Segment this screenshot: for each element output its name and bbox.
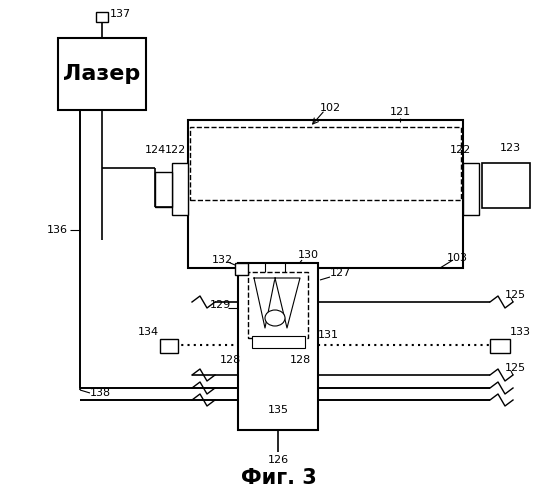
Text: 121: 121 bbox=[389, 107, 411, 117]
Text: 135: 135 bbox=[267, 405, 288, 415]
Text: 102: 102 bbox=[319, 103, 340, 113]
Text: 138: 138 bbox=[89, 388, 110, 398]
Text: 134: 134 bbox=[137, 327, 158, 337]
Text: 122: 122 bbox=[165, 145, 186, 155]
Text: 124: 124 bbox=[145, 145, 166, 155]
Bar bbox=[188, 120, 463, 268]
Bar bbox=[252, 336, 305, 348]
Bar bbox=[482, 163, 530, 208]
Text: 123: 123 bbox=[499, 143, 521, 153]
Text: 130: 130 bbox=[297, 250, 319, 260]
Text: 125: 125 bbox=[504, 290, 526, 300]
Text: 122: 122 bbox=[449, 145, 470, 155]
Text: 103: 103 bbox=[446, 253, 468, 263]
Polygon shape bbox=[275, 278, 300, 328]
Bar bbox=[160, 339, 178, 353]
Bar bbox=[248, 272, 308, 338]
Bar bbox=[190, 127, 461, 200]
Text: Фиг. 3: Фиг. 3 bbox=[241, 468, 317, 488]
Text: 126: 126 bbox=[267, 455, 288, 465]
Bar bbox=[463, 163, 479, 215]
Text: 128: 128 bbox=[219, 355, 240, 365]
Text: 137: 137 bbox=[109, 9, 131, 19]
Ellipse shape bbox=[265, 310, 285, 326]
Text: 136: 136 bbox=[47, 225, 68, 235]
Text: 133: 133 bbox=[509, 327, 531, 337]
Text: 127: 127 bbox=[329, 268, 350, 278]
Text: 129: 129 bbox=[209, 300, 230, 310]
Bar bbox=[238, 263, 318, 430]
Bar bbox=[155, 172, 172, 207]
Polygon shape bbox=[254, 278, 275, 328]
Bar bbox=[58, 38, 146, 110]
Text: 125: 125 bbox=[504, 363, 526, 373]
Text: Лазер: Лазер bbox=[64, 64, 141, 84]
Text: 128: 128 bbox=[290, 355, 311, 365]
Bar bbox=[490, 339, 510, 353]
Text: 132: 132 bbox=[211, 255, 233, 265]
Bar bbox=[172, 163, 188, 215]
Bar bbox=[96, 12, 108, 22]
Bar bbox=[235, 263, 248, 275]
Text: 131: 131 bbox=[318, 330, 339, 340]
